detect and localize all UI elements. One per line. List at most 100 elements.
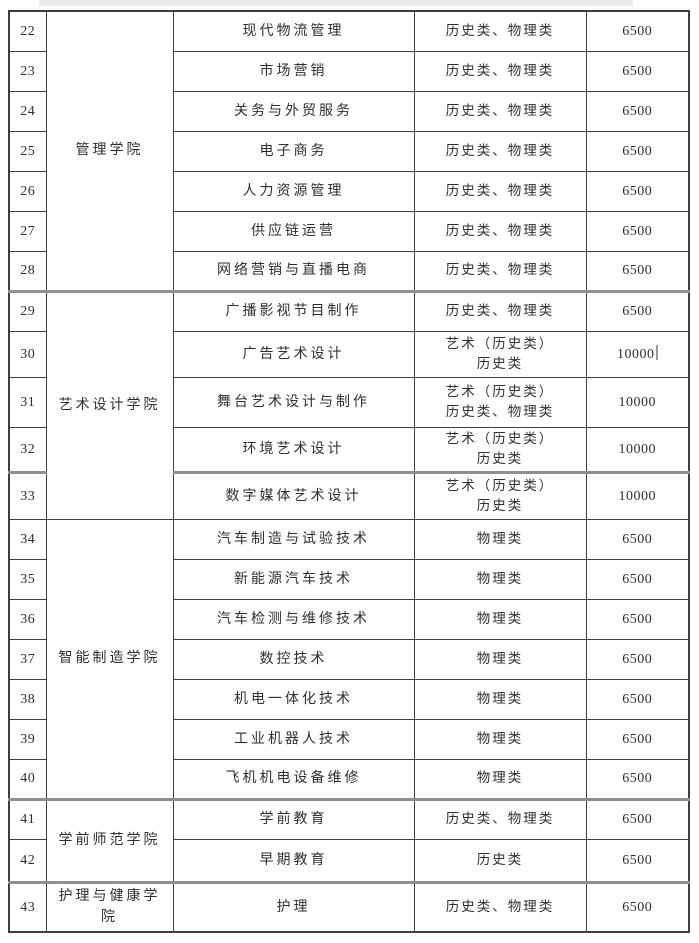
row-number-cell[interactable]: 27: [8, 210, 47, 252]
category-cell[interactable]: 物理类: [413, 718, 587, 760]
row-number-cell[interactable]: 34: [8, 518, 47, 560]
major-cell[interactable]: 关务与外贸服务: [172, 90, 415, 132]
row-number-cell[interactable]: 30: [8, 330, 47, 378]
college-cell[interactable]: 管理学院: [45, 10, 174, 292]
college-cell[interactable]: 艺术设计学院: [45, 289, 174, 520]
category-cell[interactable]: 历史类: [413, 838, 587, 883]
category-cell[interactable]: 物理类: [413, 518, 587, 560]
table-row: 41 学前师范学院 学前教育 历史类、物理类 6500: [8, 797, 690, 883]
row-number-cell[interactable]: 26: [8, 170, 47, 212]
college-cell[interactable]: 护理与健康学院: [45, 880, 174, 933]
major-cell[interactable]: 护理: [172, 880, 415, 933]
fee-cell[interactable]: 6500: [585, 210, 690, 252]
major-cell[interactable]: 工业机器人技术: [172, 718, 415, 760]
category-cell[interactable]: 艺术（历史类） 历史类: [413, 330, 587, 378]
fee-cell[interactable]: 6500: [585, 758, 690, 800]
category-cell[interactable]: 物理类: [413, 598, 587, 640]
major-cell[interactable]: 飞机机电设备维修: [172, 758, 415, 800]
row-number-cell[interactable]: 24: [8, 90, 47, 132]
college-cell[interactable]: 智能制造学院: [45, 518, 174, 800]
category-cell[interactable]: 历史类、物理类: [413, 797, 587, 840]
major-cell[interactable]: 人力资源管理: [172, 170, 415, 212]
fee-cell[interactable]: 6500: [585, 90, 690, 132]
table-row: 28 网络营销与直播电商 历史类、物理类 6500: [8, 250, 690, 292]
row-number-cell[interactable]: 37: [8, 638, 47, 680]
fee-cell[interactable]: 6500: [585, 718, 690, 760]
category-cell[interactable]: 物理类: [413, 758, 587, 800]
fee-cell[interactable]: 6500: [585, 250, 690, 292]
college-cell[interactable]: 学前师范学院: [45, 797, 174, 883]
category-cell[interactable]: 物理类: [413, 638, 587, 680]
category-cell[interactable]: 历史类、物理类: [413, 130, 587, 172]
row-number-cell[interactable]: 33: [8, 470, 47, 520]
table-row: 34 智能制造学院 汽车制造与试验技术 物理类 6500: [8, 518, 690, 800]
row-number-cell[interactable]: 25: [8, 130, 47, 172]
table-row: 27 供应链运营 历史类、物理类 6500: [8, 210, 690, 252]
category-cell[interactable]: 历史类、物理类: [413, 289, 587, 332]
major-cell[interactable]: 广告艺术设计: [172, 330, 415, 378]
fee-cell[interactable]: 10000: [585, 330, 690, 378]
row-number-cell[interactable]: 42: [8, 838, 47, 883]
category-cell[interactable]: 物理类: [413, 558, 587, 600]
row-number-cell[interactable]: 40: [8, 758, 47, 800]
fee-cell[interactable]: 10000: [585, 376, 690, 428]
category-cell[interactable]: 历史类、物理类: [413, 50, 587, 92]
major-cell[interactable]: 汽车检测与维修技术: [172, 598, 415, 640]
major-cell[interactable]: 供应链运营: [172, 210, 415, 252]
row-number-cell[interactable]: 22: [8, 10, 47, 52]
row-number-cell[interactable]: 28: [8, 250, 47, 292]
category-cell[interactable]: 历史类、物理类: [413, 880, 587, 933]
fee-cell[interactable]: 6500: [585, 678, 690, 720]
category-cell[interactable]: 历史类、物理类: [413, 90, 587, 132]
fee-cell[interactable]: 6500: [585, 880, 690, 933]
fee-cell[interactable]: 6500: [585, 130, 690, 172]
fee-cell[interactable]: 6500: [585, 797, 690, 840]
fee-cell[interactable]: 6500: [585, 170, 690, 212]
fee-cell[interactable]: 6500: [585, 289, 690, 332]
fee-cell[interactable]: 6500: [585, 50, 690, 92]
row-number-cell[interactable]: 36: [8, 598, 47, 640]
major-cell[interactable]: 早期教育: [172, 838, 415, 883]
major-cell[interactable]: 学前教育: [172, 797, 415, 840]
row-number-cell[interactable]: 29: [8, 289, 47, 332]
category-cell[interactable]: 艺术（历史类） 历史类: [413, 426, 587, 473]
row-number-cell[interactable]: 35: [8, 558, 47, 600]
category-cell[interactable]: 艺术（历史类） 历史类: [413, 470, 587, 520]
major-cell[interactable]: 广播影视节目制作: [172, 289, 415, 332]
category-cell[interactable]: 历史类、物理类: [413, 250, 587, 292]
major-cell[interactable]: 机电一体化技术: [172, 678, 415, 720]
fee-value: 10000: [617, 346, 655, 362]
fee-cell[interactable]: 6500: [585, 10, 690, 52]
fee-cell[interactable]: 6500: [585, 518, 690, 560]
table-row: 26 人力资源管理 历史类、物理类 6500: [8, 170, 690, 212]
row-number-cell[interactable]: 32: [8, 426, 47, 473]
category-cell[interactable]: 历史类、物理类: [413, 10, 587, 52]
category-cell[interactable]: 历史类、物理类: [413, 170, 587, 212]
row-number-cell[interactable]: 43: [8, 880, 47, 933]
major-cell[interactable]: 环境艺术设计: [172, 426, 415, 473]
major-cell[interactable]: 市场营销: [172, 50, 415, 92]
fee-cell[interactable]: 6500: [585, 558, 690, 600]
row-number-cell[interactable]: 41: [8, 797, 47, 840]
fee-cell[interactable]: 6500: [585, 838, 690, 883]
major-cell[interactable]: 网络营销与直播电商: [172, 250, 415, 292]
row-number-cell[interactable]: 38: [8, 678, 47, 720]
major-cell[interactable]: 现代物流管理: [172, 10, 415, 52]
major-cell[interactable]: 舞台艺术设计与制作: [172, 376, 415, 428]
table-row: 24 关务与外贸服务 历史类、物理类 6500: [8, 90, 690, 132]
major-cell[interactable]: 数控技术: [172, 638, 415, 680]
row-number-cell[interactable]: 39: [8, 718, 47, 760]
fee-cell[interactable]: 10000: [585, 426, 690, 473]
major-cell[interactable]: 数字媒体艺术设计: [172, 470, 415, 520]
fee-cell[interactable]: 6500: [585, 638, 690, 680]
fee-cell[interactable]: 6500: [585, 598, 690, 640]
category-cell[interactable]: 艺术（历史类） 历史类、物理类: [413, 376, 587, 428]
row-number-cell[interactable]: 23: [8, 50, 47, 92]
major-cell[interactable]: 新能源汽车技术: [172, 558, 415, 600]
major-cell[interactable]: 汽车制造与试验技术: [172, 518, 415, 560]
category-cell[interactable]: 物理类: [413, 678, 587, 720]
major-cell[interactable]: 电子商务: [172, 130, 415, 172]
fee-cell[interactable]: 10000: [585, 470, 690, 520]
row-number-cell[interactable]: 31: [8, 376, 47, 428]
category-cell[interactable]: 历史类、物理类: [413, 210, 587, 252]
